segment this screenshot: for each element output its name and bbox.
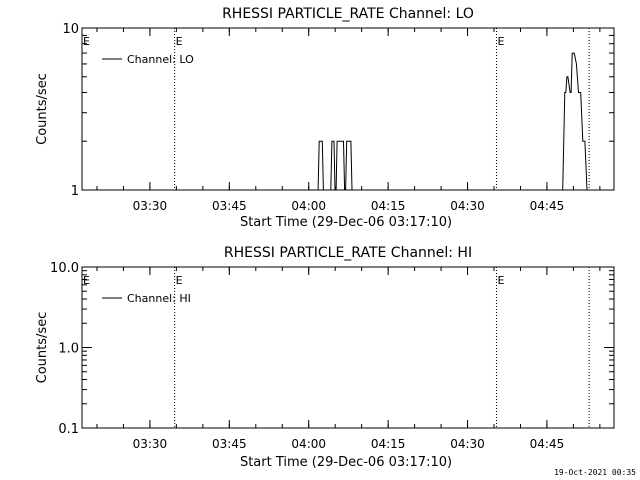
x-tick-label: 03:45 xyxy=(212,199,247,213)
event-marker-label: E xyxy=(83,35,90,48)
legend-label: Channel: HI xyxy=(127,292,191,305)
y-tick-label: 0.1 xyxy=(58,422,79,437)
event-marker-label: E xyxy=(176,35,183,48)
plot-frame xyxy=(81,27,615,191)
y-tick-label: 10 xyxy=(62,22,79,37)
x-tick-label: 03:30 xyxy=(133,199,168,213)
x-tick-label: 04:00 xyxy=(291,437,326,451)
timestamp: 19-Oct-2021 00:35 xyxy=(554,468,636,477)
y-tick-label: 1.0 xyxy=(58,342,79,357)
event-marker-label: E xyxy=(497,274,504,287)
y-tick-label: 1 xyxy=(71,184,79,199)
y-axis-label: Counts/sec xyxy=(35,312,50,384)
x-axis-label: Start Time (29-Dec-06 03:17:10) xyxy=(240,455,452,470)
chart-panel-2: RHESSI PARTICLE_RATE Channel: HI 03:30 03:… xyxy=(35,245,615,470)
event-marker-label: E xyxy=(176,274,183,287)
y-tick-label: 10.0 xyxy=(50,261,79,276)
x-tick-label: 04:45 xyxy=(530,437,565,451)
event-marker-label: E xyxy=(83,274,90,287)
x-tick-label: 03:30 xyxy=(133,437,168,451)
x-tick-label: 04:00 xyxy=(291,199,326,213)
chart-title: RHESSI PARTICLE_RATE Channel: HI xyxy=(224,245,472,261)
legend-label: Channel: LO xyxy=(127,53,194,66)
x-tick-label: 04:15 xyxy=(371,199,406,213)
x-axis-label: Start Time (29-Dec-06 03:17:10) xyxy=(240,215,452,230)
x-tick-label: 04:30 xyxy=(450,199,485,213)
chart-panel-1: RHESSI PARTICLE_RATE Channel: LO 03:30 03:… xyxy=(35,6,615,230)
x-tick-label: 04:45 xyxy=(530,199,565,213)
series-line xyxy=(82,52,590,191)
x-tick-label: 04:15 xyxy=(371,437,406,451)
event-marker-label: E xyxy=(497,35,504,48)
chart-title: RHESSI PARTICLE_RATE Channel: LO xyxy=(222,6,474,22)
x-tick-label: 03:45 xyxy=(212,437,247,451)
x-tick-label: 04:30 xyxy=(450,437,485,451)
y-axis-label: Counts/sec xyxy=(35,73,50,145)
